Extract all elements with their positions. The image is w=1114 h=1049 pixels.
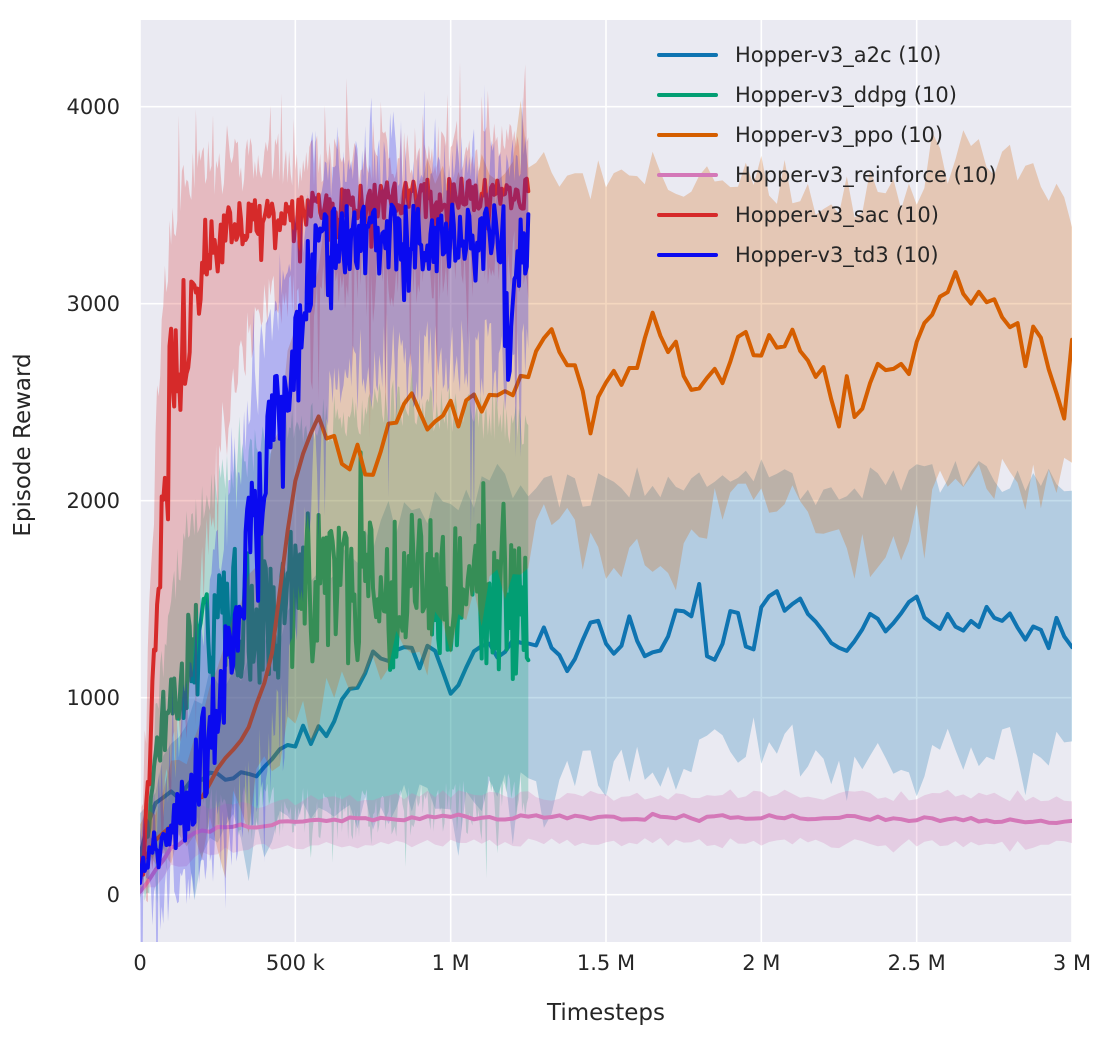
legend-label: Hopper-v3_ddpg (10) <box>735 82 957 107</box>
y-tick-label-4: 4000 <box>67 95 120 119</box>
legend-item-2: Hopper-v3_ppo (10) <box>657 115 997 155</box>
x-tick-label-0: 0 <box>133 951 146 975</box>
x-tick-label-1: 500 k <box>266 951 326 975</box>
x-tick-label-6: 3 M <box>1053 951 1091 975</box>
x-axis-label: Timesteps <box>546 1000 665 1026</box>
y-tick-label-3: 3000 <box>67 292 120 316</box>
series-line-5 <box>140 202 531 885</box>
x-tick-label-4: 2 M <box>742 951 780 975</box>
series-band-1 <box>140 369 529 904</box>
series-line-3 <box>140 811 1072 894</box>
legend-label: Hopper-v3_reinforce (10) <box>735 162 997 187</box>
legend-swatch-icon <box>657 52 718 58</box>
legend-label: Hopper-v3_td3 (10) <box>735 242 939 267</box>
legend-item-5: Hopper-v3_td3 (10) <box>657 235 997 275</box>
series-band-5 <box>140 84 529 942</box>
x-tick-label-5: 2.5 M <box>888 951 946 975</box>
y-tick-label-1: 1000 <box>67 686 120 710</box>
x-tick-label-2: 1 M <box>432 951 470 975</box>
series-line-2 <box>140 270 1072 867</box>
series-layer <box>140 62 1072 942</box>
legend-swatch-icon <box>657 132 718 138</box>
series-line-0 <box>140 582 1072 858</box>
legend-item-4: Hopper-v3_sac (10) <box>657 195 997 235</box>
legend-swatch-icon <box>657 172 718 178</box>
y-tick-label-2: 2000 <box>67 489 120 513</box>
x-tick-label-3: 1.5 M <box>577 951 635 975</box>
legend-swatch-icon <box>657 92 718 98</box>
legend-swatch-icon <box>657 212 718 218</box>
legend-label: Hopper-v3_a2c (10) <box>735 42 942 67</box>
series-band-2 <box>140 100 1072 895</box>
legend-label: Hopper-v3_sac (10) <box>735 202 939 227</box>
legend: Hopper-v3_a2c (10) Hopper-v3_ddpg (10) Hop… <box>657 35 997 275</box>
legend-item-1: Hopper-v3_ddpg (10) <box>657 75 997 115</box>
series-band-4 <box>140 62 529 903</box>
y-axis-label: Episode Reward <box>10 353 36 536</box>
legend-item-3: Hopper-v3_reinforce (10) <box>657 155 997 195</box>
legend-swatch-icon <box>657 252 718 258</box>
legend-item-0: Hopper-v3_a2c (10) <box>657 35 997 75</box>
legend-label: Hopper-v3_ppo (10) <box>735 122 944 147</box>
series-line-1 <box>140 450 531 879</box>
y-tick-label-0: 0 <box>107 883 120 907</box>
